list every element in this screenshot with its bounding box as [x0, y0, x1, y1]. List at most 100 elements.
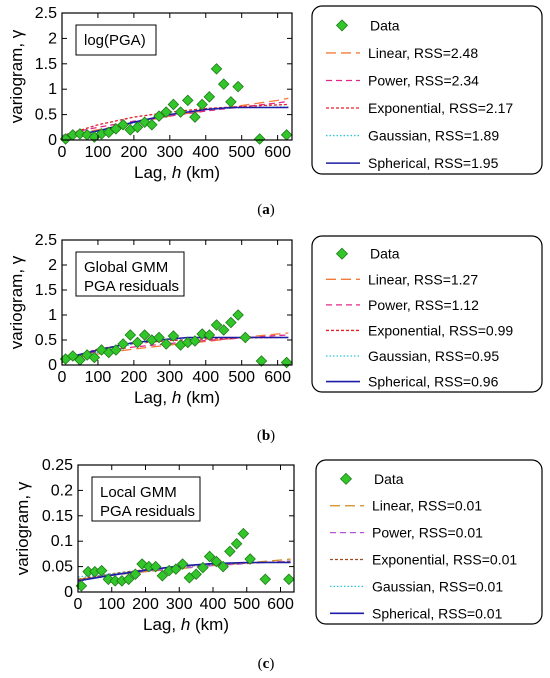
y-tick-label: 0.15	[42, 508, 73, 525]
data-point	[131, 336, 144, 349]
x-tick-label: 100	[85, 144, 112, 161]
data-points	[59, 309, 293, 369]
chart-panel-1: 0 0.5 1 1.5 2 2.5 0 100 200 300 400 500 600 Lag, h (k…	[7, 5, 543, 218]
x-tick-label: 200	[121, 144, 148, 161]
data-point	[203, 329, 216, 341]
x-tick-label: 400	[192, 144, 219, 161]
data-point	[217, 560, 229, 573]
data-point	[110, 344, 122, 356]
x-tick-label: 500	[228, 144, 255, 161]
y-tick-label: 0	[48, 132, 57, 149]
y-tick-label: 2.5	[35, 5, 57, 22]
x-tick-label: 0	[58, 144, 67, 161]
data-point	[224, 545, 236, 558]
x-tick-label: 0	[58, 369, 67, 386]
data-point	[189, 335, 201, 347]
x-tick-label: 400	[192, 369, 219, 386]
data-point	[170, 563, 182, 575]
data-point	[149, 560, 162, 573]
data-point	[174, 106, 187, 118]
data-point	[196, 98, 208, 111]
annotation-text: PGA residuals	[100, 503, 195, 520]
model-line-linear	[62, 97, 289, 137]
x-tick-label: 300	[156, 144, 183, 161]
data-points	[75, 527, 295, 592]
data-point	[217, 78, 230, 90]
x-tick-label: 100	[98, 596, 125, 613]
data-point	[232, 80, 244, 93]
y-tick-label: 0	[48, 357, 57, 374]
data-point	[237, 527, 250, 540]
legend-label: Gaussian, RSS=0.01	[372, 578, 503, 594]
y-tick-label: 0.25	[42, 457, 73, 474]
data-point	[280, 129, 293, 141]
data-point	[153, 110, 165, 122]
model-line-exponential	[62, 103, 289, 137]
data-point	[225, 96, 237, 108]
data-point	[146, 118, 158, 131]
x-tick-label: 500	[233, 596, 260, 613]
legend-label: Spherical, RSS=0.01	[372, 605, 503, 621]
y-tick-label: 2	[48, 257, 57, 274]
legend-marker-data	[335, 247, 349, 260]
annotation-box	[75, 251, 185, 297]
legend-label: Spherical, RSS=1.95	[368, 155, 499, 171]
legend-label-data: Data	[370, 246, 400, 262]
legend-label: Linear, RSS=2.48	[368, 45, 478, 61]
legend-label-data: Data	[374, 471, 404, 487]
annotation-text: Global GMM	[84, 259, 168, 276]
y-tick-label: 1.5	[35, 282, 57, 299]
y-tick-label: 0.5	[35, 107, 57, 124]
panel-label: (b)	[257, 428, 275, 444]
data-point	[197, 561, 209, 574]
plot-frame	[61, 239, 293, 366]
legend: Data Linear, RSS=0.01 Power, RSS=0.01 Expon…	[315, 459, 543, 625]
legend: Data Linear, RSS=2.48 Power, RSS=2.34 Expon…	[311, 5, 543, 175]
y-tick-label: 0	[64, 584, 73, 601]
data-point	[280, 356, 293, 369]
legend-marker-data	[339, 472, 353, 485]
data-point	[239, 331, 252, 344]
data-point	[210, 319, 223, 331]
x-tick-label: 600	[267, 596, 294, 613]
data-point	[176, 558, 189, 570]
x-tick-label: 300	[156, 369, 183, 386]
data-point	[253, 133, 266, 145]
legend-label-data: Data	[370, 17, 400, 33]
legend: Data Linear, RSS=1.27 Power, RSS=1.12 Expon…	[311, 235, 543, 393]
panel-label: (c)	[258, 656, 275, 672]
y-tick-label: 2	[48, 30, 57, 47]
x-tick-label: 300	[166, 596, 193, 613]
plot-frame	[77, 464, 295, 593]
x-tick-label: 600	[264, 144, 291, 161]
data-point	[203, 550, 216, 563]
data-point	[196, 328, 208, 340]
data-point	[259, 573, 272, 586]
annotation-text: log(PGA)	[84, 32, 146, 49]
data-point	[117, 338, 129, 350]
legend-label: Gaussian, RSS=0.95	[368, 348, 499, 364]
data-point	[283, 573, 295, 586]
legend-label: Power, RSS=2.34	[368, 72, 479, 88]
data-point	[95, 564, 108, 577]
panel-label: (a)	[257, 202, 275, 218]
data-point	[210, 555, 223, 568]
data-point	[102, 573, 115, 586]
x-tick-label: 200	[132, 596, 159, 613]
chart-panel-3: 0 0.05 0.1 0.15 0.2 0.25 0 100 200 300 400 500 600 La…	[13, 457, 543, 672]
y-axis-label: variogram, γ	[7, 255, 26, 349]
data-point	[129, 568, 142, 580]
x-axis-label: Lag, h (km)	[143, 615, 229, 634]
y-tick-label: 0.05	[42, 559, 73, 576]
data-point	[160, 338, 172, 350]
data-point	[110, 123, 122, 135]
data-point	[74, 128, 86, 140]
data-point	[88, 351, 101, 364]
legend-box	[315, 459, 543, 625]
data-point	[167, 330, 180, 342]
x-tick-label: 200	[121, 369, 148, 386]
data-point	[122, 573, 135, 586]
x-axis-label: Lag, h (km)	[134, 163, 220, 182]
data-point	[230, 537, 243, 550]
data-point	[225, 316, 237, 329]
